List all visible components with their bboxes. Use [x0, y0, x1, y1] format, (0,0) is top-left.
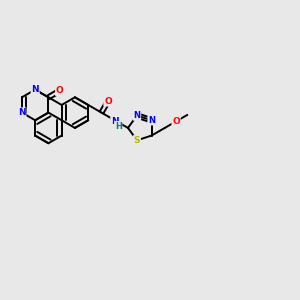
- Text: N: N: [31, 85, 39, 94]
- Text: O: O: [104, 97, 112, 106]
- Text: N: N: [18, 108, 26, 117]
- Text: N: N: [111, 117, 118, 126]
- Text: N: N: [148, 116, 155, 125]
- Text: S: S: [134, 136, 140, 145]
- Text: H: H: [115, 122, 122, 130]
- Text: O: O: [172, 117, 180, 126]
- Text: O: O: [56, 86, 64, 95]
- Text: N: N: [134, 111, 140, 120]
